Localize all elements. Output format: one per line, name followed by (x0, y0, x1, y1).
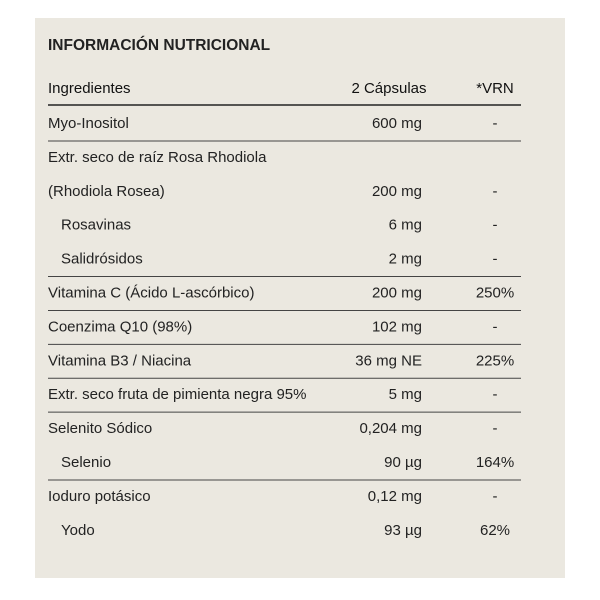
ingredient: Salidrósidos (61, 251, 143, 268)
amount: 6 mg (389, 217, 422, 234)
ingredient: Coenzima Q10 (98%) (48, 318, 192, 335)
amount: 600 mg (372, 115, 422, 132)
amount: 102 mg (372, 318, 422, 335)
ingredient: Extr. seco de raíz Rosa Rhodiola (48, 149, 267, 166)
amount: 0,204 mg (359, 420, 422, 437)
column-header: *VRN (476, 80, 514, 97)
vrn: - (493, 488, 498, 505)
ingredient: Vitamina C (Ácido L-ascórbico) (48, 284, 254, 301)
amount: 90 µg (384, 454, 422, 471)
vrn: - (493, 318, 498, 335)
amount: 36 mg NE (355, 352, 422, 369)
vrn: 164% (476, 454, 514, 471)
vrn: 250% (476, 284, 514, 301)
ingredient: Rosavinas (61, 217, 131, 234)
ingredient: Vitamina B3 / Niacina (48, 352, 192, 369)
vrn: 62% (480, 522, 510, 539)
ingredient: Extr. seco fruta de pimienta negra 95% (48, 386, 306, 403)
vrn: 225% (476, 352, 514, 369)
ingredient: Selenito Sódico (48, 420, 152, 437)
amount: 200 mg (372, 284, 422, 301)
amount: 0,12 mg (368, 488, 422, 505)
amount: 2 mg (389, 251, 422, 268)
amount: 200 mg (372, 183, 422, 200)
panel-background (35, 18, 565, 578)
ingredient: Myo-Inositol (48, 115, 129, 132)
vrn: - (493, 183, 498, 200)
ingredient: (Rhodiola Rosea) (48, 183, 165, 200)
vrn: - (493, 420, 498, 437)
vrn: - (493, 386, 498, 403)
ingredient: Selenio (61, 454, 111, 471)
ingredient: Yodo (61, 522, 95, 539)
column-header: 2 Cápsulas (351, 80, 426, 97)
amount: 93 µg (384, 522, 422, 539)
vrn: - (493, 115, 498, 132)
panel-title: INFORMACIÓN NUTRICIONAL (48, 36, 270, 54)
ingredient: Ioduro potásico (48, 488, 151, 505)
amount: 5 mg (389, 386, 422, 403)
vrn: - (493, 217, 498, 234)
vrn: - (493, 251, 498, 268)
column-header: Ingredientes (48, 80, 131, 97)
